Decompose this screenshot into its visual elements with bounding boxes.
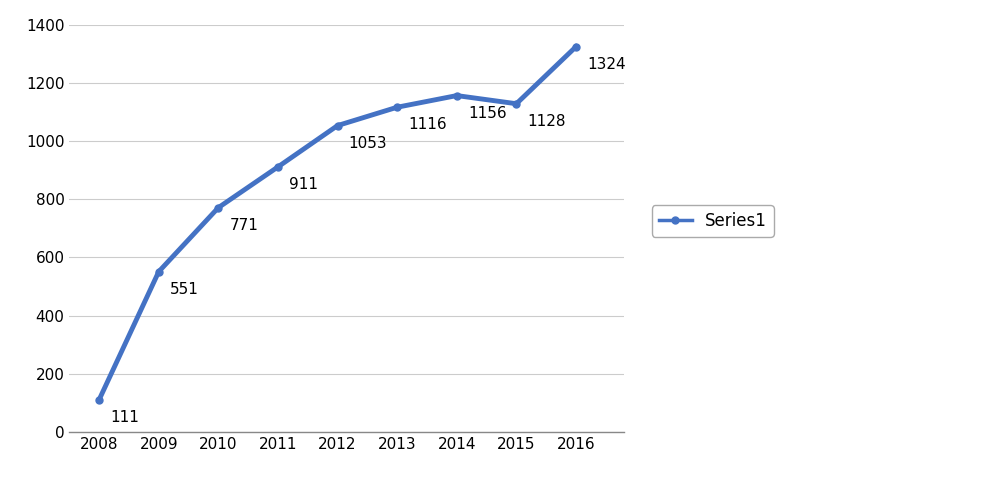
Text: 1128: 1128 [528,114,566,129]
Text: 111: 111 [110,410,139,425]
Series1 [213,205,225,211]
Series1 [570,44,582,50]
Text: 1324: 1324 [587,57,626,72]
Text: 551: 551 [170,282,199,297]
Text: 1156: 1156 [468,106,507,121]
Series1 [511,101,523,107]
Legend: Series1: Series1 [651,205,774,237]
Series1 [391,104,403,110]
Line: Series1: Series1 [96,43,579,403]
Text: 771: 771 [230,218,258,233]
Series1 [93,397,105,403]
Text: 1053: 1053 [348,136,387,151]
Text: 911: 911 [289,177,318,192]
Text: 1116: 1116 [408,117,446,133]
Series1 [450,93,462,99]
Series1 [272,164,284,170]
Series1 [332,123,344,129]
Series1 [152,269,164,274]
